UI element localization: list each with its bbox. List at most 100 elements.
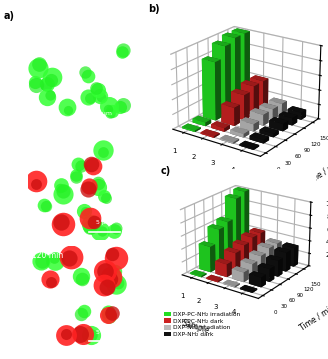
Text: a): a) (3, 11, 14, 21)
Point (119, 49, 125, 55)
Point (73, 172, 79, 178)
Point (34, 178, 39, 184)
Text: 5 μm: 5 μm (96, 220, 112, 225)
Point (44, 81, 50, 87)
Point (104, 195, 109, 201)
Point (78, 331, 83, 337)
Point (93, 85, 98, 91)
Point (47, 92, 52, 98)
Point (113, 281, 118, 287)
Point (97, 228, 102, 234)
Point (64, 332, 69, 337)
Point (95, 180, 100, 186)
Point (99, 94, 104, 99)
Point (121, 47, 126, 53)
Point (34, 82, 39, 88)
Point (107, 110, 112, 116)
Point (36, 61, 41, 67)
Point (111, 271, 116, 276)
Point (39, 258, 44, 264)
Point (110, 108, 115, 114)
Point (85, 73, 91, 79)
Point (88, 95, 93, 101)
Point (61, 188, 66, 194)
Point (80, 276, 85, 281)
Text: 0 min: 0 min (32, 32, 53, 41)
Point (114, 225, 119, 230)
Point (90, 163, 95, 169)
Point (44, 94, 50, 100)
Point (34, 181, 39, 187)
Point (105, 309, 111, 315)
Point (57, 185, 63, 191)
Point (91, 219, 96, 225)
Point (40, 258, 45, 264)
Point (78, 163, 84, 169)
Point (82, 208, 87, 214)
Point (97, 93, 103, 99)
Point (110, 251, 115, 257)
Point (81, 332, 86, 337)
Point (88, 332, 93, 338)
Text: b): b) (149, 4, 160, 14)
Point (100, 228, 105, 234)
Point (100, 147, 105, 153)
Point (35, 65, 41, 71)
Point (88, 224, 93, 230)
Point (113, 269, 118, 274)
Point (67, 255, 72, 261)
Point (32, 79, 37, 85)
Point (63, 331, 69, 337)
X-axis label: Sample: Sample (177, 175, 207, 192)
Point (114, 255, 119, 261)
Y-axis label: Time / min: Time / min (303, 158, 328, 187)
Point (51, 256, 56, 261)
Point (43, 81, 49, 87)
Point (96, 184, 101, 190)
Text: 5 μm: 5 μm (96, 111, 112, 116)
Text: 60 min: 60 min (32, 141, 58, 150)
Point (87, 183, 92, 189)
Text: 5 μm: 5 μm (96, 330, 112, 335)
Point (49, 78, 54, 83)
Point (95, 88, 100, 93)
X-axis label: Sample: Sample (180, 319, 211, 336)
Point (107, 103, 112, 109)
Point (100, 149, 105, 154)
Point (60, 191, 65, 197)
Point (75, 161, 81, 167)
Point (41, 202, 46, 208)
Point (81, 308, 86, 314)
Point (44, 203, 49, 209)
Point (118, 104, 123, 110)
Y-axis label: Time / min: Time / min (297, 302, 328, 332)
Point (65, 107, 71, 113)
Point (85, 186, 90, 192)
Point (108, 274, 113, 280)
Point (89, 221, 94, 227)
Point (109, 310, 114, 316)
Point (52, 258, 58, 264)
Point (101, 193, 106, 199)
Point (112, 228, 117, 234)
Point (120, 102, 126, 108)
Point (82, 208, 88, 214)
Point (59, 183, 64, 188)
Point (68, 254, 73, 260)
Point (73, 174, 78, 180)
Point (50, 74, 55, 80)
Point (78, 311, 83, 317)
Point (106, 312, 111, 318)
Point (115, 280, 121, 286)
Point (88, 215, 93, 221)
Point (102, 268, 108, 274)
Point (89, 162, 94, 167)
Point (85, 94, 91, 100)
Point (102, 268, 107, 274)
Point (65, 104, 70, 110)
Point (82, 70, 88, 75)
Point (48, 276, 53, 282)
Text: c): c) (161, 166, 171, 176)
Point (89, 332, 94, 338)
Point (106, 106, 111, 112)
